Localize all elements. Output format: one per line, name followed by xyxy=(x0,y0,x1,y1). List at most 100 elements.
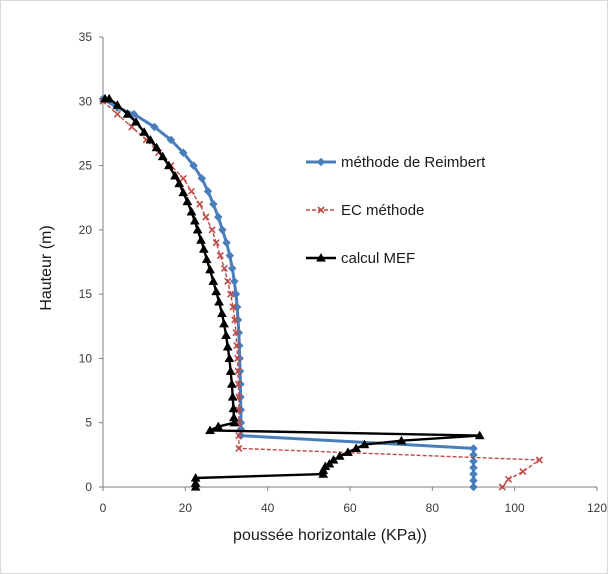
data-point-reimbert xyxy=(227,264,237,273)
y-tick-label: 25 xyxy=(79,159,93,173)
data-point-mef xyxy=(139,127,150,136)
data-point-mef xyxy=(174,178,185,188)
legend-marker-shape xyxy=(316,157,326,167)
data-point-reimbert xyxy=(189,161,198,170)
data-point-mef xyxy=(186,206,197,216)
data-point-mef xyxy=(227,391,238,401)
y-tick-label: 0 xyxy=(85,480,92,494)
tick-layer: 0 5 10 15 20 25 30 35 0 20 40 60 80 100 120 xyxy=(79,30,608,515)
data-point-ec xyxy=(498,483,506,491)
data-point-mef xyxy=(201,254,212,264)
data-point-ec xyxy=(224,277,232,285)
data-point-reimbert xyxy=(129,109,139,119)
data-point-ec xyxy=(113,110,121,118)
data-point-ec xyxy=(232,329,240,337)
x-tick-label: 100 xyxy=(505,501,525,515)
x-tick-label: 60 xyxy=(343,501,357,515)
data-point-ec xyxy=(519,468,527,476)
data-point-mef xyxy=(343,447,353,456)
legend-marker-reimbert xyxy=(316,157,326,167)
data-point-mef xyxy=(157,151,168,161)
data-point-mef xyxy=(170,170,180,180)
data-point-ec xyxy=(235,393,243,401)
data-point-reimbert xyxy=(203,186,213,196)
data-point-mef xyxy=(359,439,370,449)
data-point-reimbert xyxy=(231,289,241,299)
data-point-mef xyxy=(163,160,174,170)
data-point-mef xyxy=(189,215,200,225)
y-tick-label: 20 xyxy=(79,223,93,237)
data-point-mef xyxy=(104,93,115,103)
data-point-mef xyxy=(122,109,133,118)
data-point-ec xyxy=(227,290,235,298)
y-tick-label: 30 xyxy=(79,94,93,108)
data-point-reimbert xyxy=(225,251,235,260)
data-point-mef xyxy=(205,264,215,274)
data-point-mef xyxy=(211,286,222,296)
data-point-ec xyxy=(235,444,243,452)
data-point-ec xyxy=(216,252,224,260)
data-point-mef xyxy=(396,435,407,445)
legend-label-mef: calcul MEF xyxy=(341,250,415,267)
data-point-reimbert xyxy=(469,482,478,492)
data-point-reimbert xyxy=(208,199,218,209)
y-tick-label: 15 xyxy=(79,287,93,301)
data-point-ec xyxy=(235,432,243,440)
legend-marker-shape xyxy=(316,252,326,262)
series-mef xyxy=(100,93,485,491)
data-point-mef xyxy=(182,196,193,206)
data-point-ec xyxy=(504,475,513,483)
data-point-mef xyxy=(228,403,239,413)
data-point-mef xyxy=(196,235,206,244)
y-tick-label: 5 xyxy=(85,416,92,430)
data-point-ec xyxy=(187,187,196,195)
data-point-ec xyxy=(208,226,216,234)
data-point-mef xyxy=(224,353,235,363)
data-point-reimbert xyxy=(178,148,188,158)
data-point-ec xyxy=(535,456,543,464)
legend: méthode de Reimbert EC méthode calcul ME… xyxy=(306,154,486,267)
data-point-mef xyxy=(351,443,362,453)
data-point-mef xyxy=(205,425,215,435)
data-point-reimbert xyxy=(222,238,231,248)
data-point-mef xyxy=(226,379,237,388)
data-point-mef xyxy=(214,296,225,306)
data-point-mef xyxy=(221,330,232,339)
data-point-mef xyxy=(328,454,339,464)
series-layer xyxy=(98,93,543,492)
legend-marker-ec xyxy=(317,206,325,214)
y-tick-label: 10 xyxy=(79,351,93,365)
x-tick-label: 40 xyxy=(261,501,275,515)
x-tick-label: 20 xyxy=(179,501,193,515)
data-point-ec xyxy=(234,354,242,362)
data-point-ec xyxy=(234,380,243,388)
data-point-ec xyxy=(234,367,242,375)
data-point-ec xyxy=(231,316,239,324)
data-point-mef xyxy=(334,451,345,460)
data-point-reimbert xyxy=(197,174,207,183)
data-point-mef xyxy=(190,481,201,491)
series-reimbert xyxy=(98,94,478,492)
data-point-mef xyxy=(178,187,189,197)
data-point-mef xyxy=(222,341,233,351)
data-point-mef xyxy=(208,276,219,285)
legend-label-reimbert: méthode de Reimbert xyxy=(341,154,486,171)
data-point-mef xyxy=(145,134,156,144)
data-point-mef xyxy=(192,224,203,234)
data-point-ec xyxy=(212,239,220,247)
data-point-reimbert xyxy=(218,225,227,235)
legend-label-ec: EC méthode xyxy=(341,202,424,219)
data-point-mef xyxy=(198,244,209,253)
data-point-mef xyxy=(225,366,236,375)
x-tick-label: 0 xyxy=(100,501,107,515)
y-tick-label: 35 xyxy=(79,30,93,44)
legend-marker-mef xyxy=(316,252,326,262)
data-point-mef xyxy=(318,469,329,478)
y-axis-title: Hauteur (m) xyxy=(38,225,55,310)
data-point-ec xyxy=(229,303,237,311)
x-tick-label: 120 xyxy=(587,501,607,515)
data-point-mef xyxy=(112,100,123,109)
data-point-reimbert xyxy=(229,276,239,286)
data-point-mef xyxy=(474,430,485,440)
